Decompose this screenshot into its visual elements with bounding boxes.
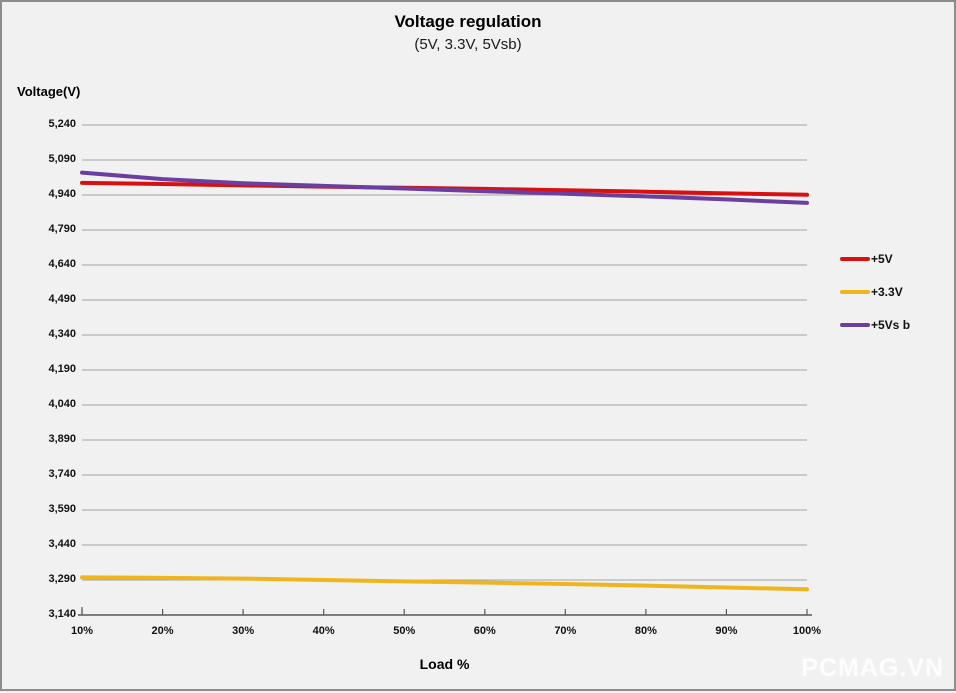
- x-tick-label: 30%: [232, 625, 255, 637]
- legend-line-swatch: [840, 323, 870, 327]
- y-tick-label: 3,890: [48, 433, 76, 445]
- x-tick-label: 10%: [70, 625, 94, 637]
- y-axis-label: Voltage(V): [17, 84, 81, 99]
- x-tick-label: 70%: [554, 625, 577, 637]
- x-tick-label: 40%: [312, 625, 335, 637]
- legend-item: +5Vs b: [840, 318, 910, 332]
- y-tick-label: 4,640: [48, 258, 76, 270]
- y-tick-label: 3,740: [48, 468, 76, 480]
- x-tick-label: 60%: [473, 625, 496, 637]
- y-tick-label: 4,790: [48, 223, 76, 235]
- chart-title: Voltage regulation: [394, 12, 542, 31]
- x-tick-label: 20%: [151, 625, 174, 637]
- y-tick-label: 4,190: [48, 363, 76, 375]
- x-tick-label: 100%: [792, 625, 822, 637]
- y-tick-label: 5,090: [48, 153, 76, 165]
- y-tick-label: 4,040: [48, 398, 76, 410]
- series-line-3.3v: [80, 575, 809, 592]
- y-tick-label: 4,340: [48, 328, 76, 340]
- watermark: PCMAG.VN: [801, 654, 944, 682]
- x-tick-label: 80%: [634, 625, 657, 637]
- legend-label: +3.3V: [871, 285, 903, 299]
- legend-label: +5V: [871, 252, 893, 266]
- legend-item: +3.3V: [840, 285, 910, 299]
- y-tick-label: 4,490: [48, 293, 76, 305]
- y-tick-label: 4,940: [48, 188, 76, 200]
- y-tick-label: 3,140: [48, 608, 76, 620]
- legend: +5V +3.3V +5Vs b: [840, 252, 910, 351]
- x-tick-label: 50%: [393, 625, 416, 637]
- legend-item: +5V: [840, 252, 910, 266]
- legend-label: +5Vs b: [871, 318, 911, 332]
- legend-line-swatch: [840, 290, 870, 294]
- y-tick-label: 3,440: [48, 538, 76, 550]
- series-line-5vsb: [80, 170, 809, 205]
- y-tick-label: 3,290: [48, 573, 76, 585]
- x-axis-label: Load %: [419, 656, 470, 672]
- chart-subtitle: (5V, 3.3V, 5Vsb): [414, 36, 522, 53]
- x-tick-label: 90%: [715, 625, 738, 637]
- legend-line-swatch: [840, 257, 870, 261]
- y-tick-label: 3,590: [48, 503, 76, 515]
- y-tick-label: 5,240: [48, 118, 76, 130]
